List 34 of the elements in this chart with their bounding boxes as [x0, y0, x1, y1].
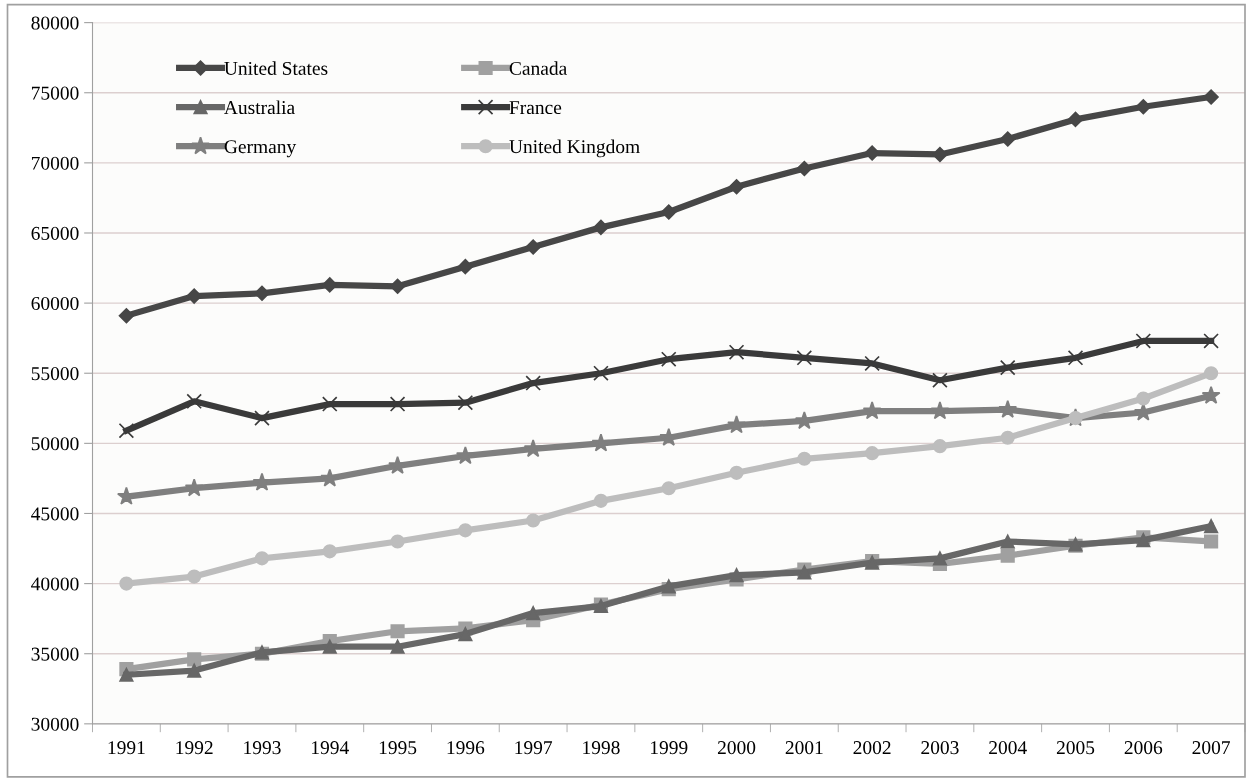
legend-label: United States	[224, 61, 328, 75]
y-tick-label: 55000	[31, 367, 79, 381]
x-tick-label: 1999	[651, 741, 688, 755]
legend-label: Australia	[224, 100, 295, 115]
y-tick-label: 30000	[31, 717, 79, 731]
x-tick-label: 2001	[785, 741, 823, 755]
legend-label: Germany	[224, 140, 297, 158]
x-tick-label: 1998	[583, 741, 620, 755]
y-tick-label: 40000	[31, 577, 79, 591]
legend-label: Canada	[509, 61, 567, 75]
x-tick-label: 1993	[244, 741, 281, 755]
y-tick-label: 35000	[31, 647, 79, 661]
x-tick-label: 2004	[989, 741, 1027, 755]
x-tick-label: 2007	[1192, 741, 1230, 755]
x-tick-label: 1991	[108, 741, 145, 755]
x-tick-label: 1994	[312, 741, 349, 755]
y-tick-label: 50000	[31, 437, 79, 451]
y-tick-label: 65000	[31, 226, 79, 240]
x-tick-label: 1997	[515, 741, 553, 755]
y-tick-label: 70000	[31, 156, 79, 170]
y-tick-label: 75000	[31, 86, 79, 100]
legend-label: United Kingdom	[509, 139, 640, 158]
x-tick-label: 1992	[176, 741, 213, 755]
x-tick-label: 2003	[921, 741, 959, 755]
x-tick-label: 2000	[717, 741, 756, 755]
x-tick-label: 2006	[1124, 741, 1163, 755]
x-tick-label: 2005	[1056, 741, 1095, 755]
x-tick-label: 1995	[379, 741, 417, 755]
legend-label: France	[509, 101, 562, 115]
y-tick-label: 45000	[31, 507, 79, 521]
x-tick-label: 1996	[447, 741, 485, 755]
x-tick-label: 2002	[853, 741, 891, 755]
y-tick-label: 60000	[31, 296, 79, 311]
y-tick-label: 80000	[31, 16, 79, 30]
